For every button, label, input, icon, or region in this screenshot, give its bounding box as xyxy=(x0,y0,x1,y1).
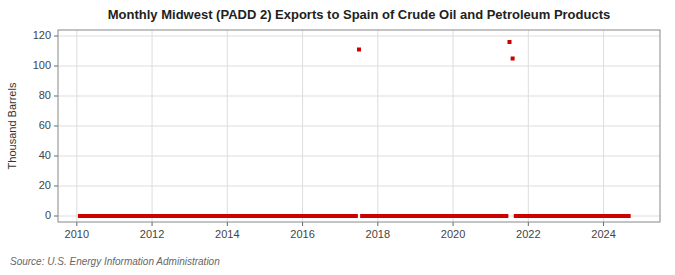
plot-frame xyxy=(58,30,660,222)
tick-mark xyxy=(377,222,378,226)
grid-line xyxy=(76,30,77,222)
tick-label: 2018 xyxy=(366,228,390,240)
tick-label: 2024 xyxy=(591,228,615,240)
tick-mark xyxy=(302,222,303,226)
point xyxy=(504,214,508,218)
tick-mark xyxy=(54,156,58,157)
tick-label: 2020 xyxy=(441,228,465,240)
grid-line xyxy=(58,186,660,187)
tick-label: 2012 xyxy=(140,228,164,240)
plot-area xyxy=(58,30,660,222)
grid-line xyxy=(302,30,303,222)
tick-label: 80 xyxy=(39,89,51,101)
grid-line xyxy=(152,30,153,222)
grid-line xyxy=(603,30,604,222)
tick-mark xyxy=(76,222,77,226)
tick-label: 2010 xyxy=(65,228,89,240)
grid-line xyxy=(453,30,454,222)
grid-line xyxy=(227,30,228,222)
tick-mark xyxy=(54,186,58,187)
axes: 0 20 40 60 80 100 120 2010 2012 2014 2016 2018 2020 2… xyxy=(33,29,660,240)
tick-mark xyxy=(227,222,228,226)
tick-label: 120 xyxy=(33,29,51,41)
chart: 0 20 40 60 80 100 120 2010 2012 2014 2016 2018 2020 2… xyxy=(0,0,675,275)
point xyxy=(357,48,361,52)
grid-line xyxy=(58,36,660,37)
grid-line xyxy=(58,126,660,127)
grid-line xyxy=(377,30,378,222)
point xyxy=(508,40,512,44)
tick-label: 60 xyxy=(39,119,51,131)
tick-mark xyxy=(54,36,58,37)
tick-mark xyxy=(54,216,58,217)
grid-line xyxy=(528,30,529,222)
tick-label: 2014 xyxy=(215,228,239,240)
grid-line xyxy=(58,66,660,67)
point xyxy=(627,214,631,218)
point xyxy=(354,214,358,218)
grid-line xyxy=(58,156,660,157)
tick-mark xyxy=(453,222,454,226)
points xyxy=(78,40,631,218)
tick-label: 2022 xyxy=(516,228,540,240)
grid-line xyxy=(58,96,660,97)
title: Monthly Midwest (PADD 2) Exports to Spai… xyxy=(108,7,610,22)
tick-label: 100 xyxy=(33,59,51,71)
tick-label: 20 xyxy=(39,179,51,191)
point xyxy=(511,57,515,61)
tick-mark xyxy=(603,222,604,226)
axis-label: Thousand Barrels xyxy=(6,82,18,169)
tick-label: 2016 xyxy=(290,228,314,240)
tick-label: 40 xyxy=(39,149,51,161)
tick-mark xyxy=(528,222,529,226)
source-note: Source: U.S. Energy Information Administ… xyxy=(10,256,220,267)
tick-mark xyxy=(54,126,58,127)
tick-mark xyxy=(54,66,58,67)
tick-mark xyxy=(54,96,58,97)
tick-mark xyxy=(152,222,153,226)
tick-label: 0 xyxy=(45,209,51,221)
